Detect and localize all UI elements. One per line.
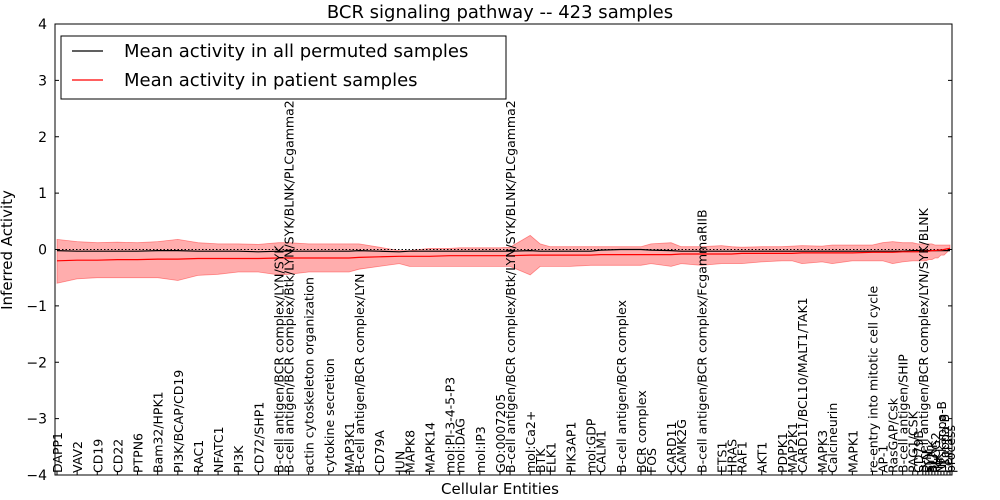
x-tick-label: CAMK2G [674,419,689,473]
x-tick-label: BLNK [925,439,940,473]
x-tick-label: MAPK8 [402,430,417,473]
x-tick-label: LYN [919,451,934,473]
x-tick-label: RAF1 [735,441,750,473]
x-tick-label: process [943,425,958,473]
x-tick-label: B-cell antigen/BCR complex [614,300,629,473]
x-tick-label: MAPK1 [845,430,860,473]
legend-label-patient: Mean activity in patient samples [124,70,418,91]
x-tick-label: DAPP1 [50,432,65,473]
x-tick-label: mol:DAG [453,418,468,473]
x-tick-label: IKK [931,452,946,473]
x-tick-label: NF-kappa-B [934,401,949,473]
x-tick-label: cytokine secretion [322,358,337,473]
x-tick-label: cell [940,451,955,473]
x-tick-label: CARD11/BCL10/MALT1/TAK1 [795,297,810,473]
y-tick-label: 3 [38,73,47,89]
x-tick-label: Calcineurin [825,403,840,473]
x-tick-label: MAPK3 [815,430,830,473]
y-tick-label: 2 [38,130,47,146]
x-tick-label: PDPK1 [775,432,790,473]
x-tick-label: NFATC1 [211,426,226,473]
x-tick-label: B-cell antigen/BCR complex/LYN/SYK/BLNK [916,207,931,473]
x-tick-label: RasGAP/Csk [886,397,901,473]
y-tick-label: −1 [26,299,47,315]
x-tick-label: AKT1 [755,442,770,473]
legend-label-permuted: Mean activity in all permuted samples [124,41,468,62]
x-tick-label: B-cell antigen/BCR complex/Btk/LYN/SYK/B… [282,100,297,473]
y-tick-label: 0 [38,243,47,259]
x-tick-label: PI3K/BCAP/CD19 [171,370,186,473]
y-tick-label: 1 [38,186,47,202]
x-tick-label: JUN [392,451,407,474]
x-tick-label: ETS1 [715,442,730,473]
x-tick-label: B-cell antigen/BCR complex/LYN/SYK [272,245,287,473]
x-tick-label: FOS [644,448,659,473]
x-tick-label: HRAS [725,439,740,473]
x-tick-label: I-kappa-B [937,414,952,473]
x-tick-label: MAPK14 [423,422,438,473]
y-axis-label: Inferred Activity [0,190,16,310]
x-tick-label: SYK [922,448,937,473]
x-tick-label: CALM1 [594,430,609,473]
x-tick-label: B-cell antigen/BCR complex/FcgammaRIIB [694,209,709,473]
x-tick-labels: DAPP1 VAV2 CD19 CD22 PTPN6 Bam32/HPK1 PI3K/BCA… [50,100,958,475]
x-tick-label: CD79B [911,430,926,473]
y-axis: −4 −3 −2 −1 0 1 2 3 4 [26,17,952,484]
x-tick-label: mol:IP3 [473,426,488,473]
x-tick-label: PIK3AP1 [563,422,578,473]
series-line-permuted [56,248,950,253]
x-tick-label: mol:GDP [584,418,599,473]
x-tick-label: PTPN6 [131,433,146,473]
x-tick-label: B-cell antigen/SHIP [896,354,911,473]
x-tick-label: ELK1 [543,442,558,473]
x-tick-label: mol:Ca2+ [523,411,538,473]
x-tick-label: CD72/SHP1 [251,402,266,473]
y-tick-label: −2 [26,355,47,371]
x-tick-label: B-cell antigen/BCR complex/Btk/LYN/SYK/B… [503,100,518,473]
x-tick-label: MAP3K1 [342,422,357,473]
x-tick-label: MAP2K1 [785,422,800,473]
x-tick-label: actin cytoskeleton organization [302,277,317,473]
y-tick-label: −4 [26,468,47,484]
x-tick-label: B-cell antigen/BCR complex/LYN [352,274,367,474]
x-tick-label: PAG1/CSK [906,410,921,473]
x-tick-label: mol:PI-3-4-5-P3 [443,377,458,473]
legend-box [60,35,507,100]
x-axis-label: Cellular Entities [441,480,559,498]
x-tick-label: BCR complex [634,390,649,473]
x-tick-label: re-entry into mitotic cell cycle [866,285,881,473]
x-tick-label: CARD11 [664,422,679,474]
x-tick-label: CD19 [90,439,105,473]
series-line-patient [56,247,951,262]
y-tick-label: −3 [26,412,47,428]
x-tick-label: VAV2 [70,441,85,473]
x-tick-label: CD79A [372,430,387,473]
x-tick-label: PLCG2 [928,432,943,473]
x-tick-label: PI3K [231,445,246,473]
chart-title: BCR signaling pathway -- 423 samples [327,2,673,23]
x-tick-label: AP-1 [876,445,891,473]
y-tick-label: 4 [38,17,47,33]
x-tick-label: Bam32/HPK1 [151,391,166,473]
legend: Mean activity in all permuted samples Me… [60,35,507,100]
x-tick-label: RAC1 [191,440,206,473]
x-tick-label: CD22 [110,439,125,473]
x-tick-label: GO:0007205 [493,394,508,473]
x-tick-label: BTK [533,448,548,473]
